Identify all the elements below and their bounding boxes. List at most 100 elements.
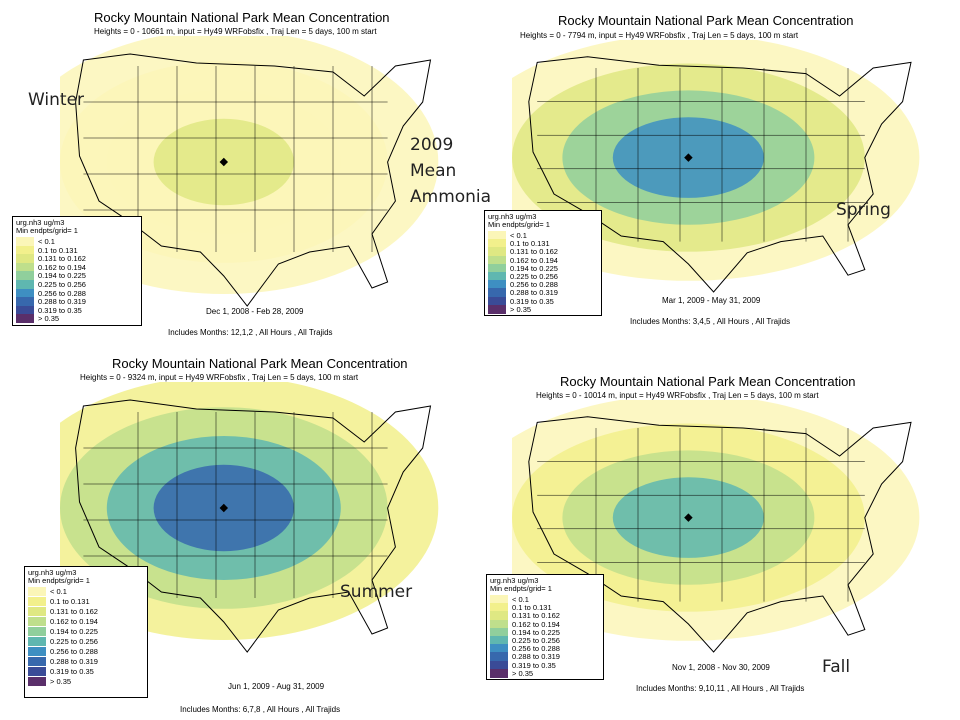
legend-label: 0.194 to 0.225: [510, 263, 558, 273]
legend-label: 0.162 to 0.194: [512, 619, 560, 629]
legend-header: urg.nh3 ug/m3: [488, 212, 537, 221]
legend-swatch: [490, 636, 508, 645]
legend-header: urg.nh3 ug/m3: [490, 576, 539, 585]
legend-item: 0.194 to 0.225: [490, 627, 560, 637]
legend-item: 0.225 to 0.256: [488, 272, 558, 281]
park-location-marker: [684, 513, 693, 522]
legend-label: < 0.1: [510, 231, 527, 240]
legend-swatch: [488, 296, 506, 306]
legend-swatch: [16, 271, 34, 281]
legend-label: 0.131 to 0.162: [38, 254, 86, 264]
legend-swatch: [488, 239, 506, 249]
slide-title-line: Mean: [410, 161, 457, 181]
legend-item: > 0.35: [488, 304, 532, 314]
legend-label: 0.319 to 0.35: [512, 660, 556, 670]
slide-title-line: 2009: [410, 135, 454, 155]
legend-item: 0.319 to 0.35: [28, 667, 94, 676]
legend-swatch: [16, 245, 34, 255]
legend-swatch: [488, 231, 506, 240]
legend-item: 0.1 to 0.131: [488, 239, 550, 249]
date-range: Jun 1, 2009 - Aug 31, 2009: [228, 682, 325, 691]
map-legend: urg.nh3 ug/m3 Min endpts/grid= 1 < 0.1 0.1 …: [484, 210, 602, 316]
concentration-map: [512, 400, 920, 653]
legend-item: 0.131 to 0.162: [28, 607, 98, 616]
panel-title: Rocky Mountain National Park Mean Concen…: [558, 13, 854, 28]
legend-swatch: [488, 304, 506, 314]
legend-label: > 0.35: [510, 304, 532, 314]
legend-label: 0.288 to 0.319: [38, 297, 86, 307]
park-location-marker: [219, 503, 229, 513]
legend-item: 0.131 to 0.162: [490, 611, 560, 621]
legend-item: 0.225 to 0.256: [28, 637, 98, 646]
legend-swatch: [28, 667, 46, 676]
legend-item: 0.288 to 0.319: [490, 652, 560, 662]
legend-subheader: Min endpts/grid= 1: [490, 584, 552, 593]
legend-item: 0.194 to 0.225: [28, 627, 98, 636]
legend-item: 0.225 to 0.256: [16, 280, 86, 289]
legend-label: 0.1 to 0.131: [510, 239, 550, 249]
date-range: Mar 1, 2009 - May 31, 2009: [662, 296, 761, 305]
legend-label: 0.288 to 0.319: [512, 652, 560, 662]
legend-label: 0.288 to 0.319: [50, 657, 98, 666]
map-legend: urg.nh3 ug/m3 Min endpts/grid= 1 < 0.1 0.1 …: [12, 216, 142, 326]
legend-label: 0.1 to 0.131: [38, 245, 78, 255]
legend-label: 0.225 to 0.256: [50, 637, 98, 646]
included-months: Includes Months: 6,7,8 , All Hours , All…: [180, 705, 341, 714]
legend-swatch: [16, 297, 34, 307]
panel-title: Rocky Mountain National Park Mean Concen…: [560, 374, 856, 389]
legend-item: 0.225 to 0.256: [490, 636, 560, 645]
legend-subheader: Min endpts/grid= 1: [28, 576, 90, 585]
legend-label: 0.131 to 0.162: [512, 611, 560, 621]
legend-label: < 0.1: [50, 587, 67, 596]
legend-swatch: [488, 288, 506, 298]
legend-item: 0.194 to 0.225: [488, 263, 558, 273]
legend-label: 0.194 to 0.225: [38, 271, 86, 281]
legend-item: > 0.35: [490, 668, 534, 678]
legend-header: urg.nh3 ug/m3: [28, 568, 77, 577]
legend-label: 0.319 to 0.35: [510, 296, 554, 306]
slide-title-line: Ammonia: [410, 187, 492, 207]
legend-header: urg.nh3 ug/m3: [16, 218, 65, 227]
legend-label: < 0.1: [512, 595, 529, 604]
included-months: Includes Months: 12,1,2 , All Hours , Al…: [168, 328, 333, 337]
park-location-marker: [219, 157, 229, 167]
legend-swatch: [488, 263, 506, 273]
legend-item: 0.162 to 0.194: [16, 262, 86, 272]
legend-label: > 0.35: [50, 677, 72, 686]
panel-subtitle: Heights = 0 - 9324 m, input = Hy49 WRFob…: [80, 373, 359, 382]
panel-subtitle: Heights = 0 - 10661 m, input = Hy49 WRFo…: [94, 27, 377, 36]
legend-swatch: [16, 314, 34, 324]
legend-swatch: [16, 288, 34, 298]
legend-label: 0.288 to 0.319: [510, 288, 558, 298]
legend-item: 0.256 to 0.288: [490, 644, 560, 654]
legend-swatch: [490, 668, 508, 678]
legend-label: 0.162 to 0.194: [50, 617, 98, 626]
legend-swatch: [28, 607, 46, 616]
date-range: Nov 1, 2008 - Nov 30, 2009: [672, 663, 770, 672]
season-label-winter: Winter: [28, 90, 85, 110]
legend-label: 0.256 to 0.288: [510, 280, 558, 290]
legend-label: 0.225 to 0.256: [512, 636, 560, 645]
legend-item: < 0.1: [490, 595, 529, 604]
slide-title: 2009 Mean Ammonia: [410, 132, 491, 210]
legend-item: 0.162 to 0.194: [490, 619, 560, 629]
map-legend: urg.nh3 ug/m3 Min endpts/grid= 1 < 0.1 0.1 …: [486, 574, 604, 680]
legend-item: 0.256 to 0.288: [488, 280, 558, 290]
legend-label: 0.225 to 0.256: [38, 280, 86, 289]
legend-swatch: [490, 660, 508, 670]
legend-item: 0.162 to 0.194: [28, 617, 98, 626]
legend-swatch: [16, 280, 34, 289]
legend-label: 0.1 to 0.131: [50, 597, 90, 606]
legend-swatch: [28, 647, 46, 656]
legend-swatch: [490, 652, 508, 662]
legend-item: 0.319 to 0.35: [488, 296, 554, 306]
legend-label: 0.194 to 0.225: [512, 627, 560, 637]
legend-swatch: [28, 677, 46, 686]
legend-subheader: Min endpts/grid= 1: [488, 220, 550, 229]
legend-swatch: [490, 603, 508, 613]
concentration-map: [512, 40, 920, 293]
legend-label: > 0.35: [512, 668, 534, 678]
legend-label: > 0.35: [38, 314, 60, 324]
legend-item: 0.288 to 0.319: [16, 297, 86, 307]
legend-label: 0.256 to 0.288: [50, 647, 98, 656]
